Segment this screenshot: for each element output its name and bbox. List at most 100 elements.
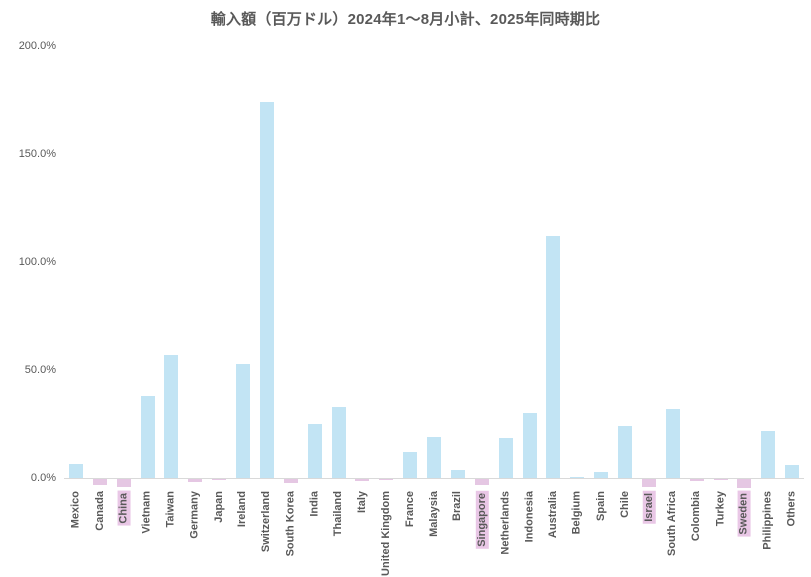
x-label-cell-france: France: [398, 483, 422, 577]
bar-malaysia: [427, 437, 442, 478]
bar-colombia: [689, 478, 704, 482]
x-axis-label-vietnam: Vietnam: [141, 491, 154, 534]
x-label-cell-mexico: Mexico: [64, 483, 88, 577]
x-axis-label-china: China: [117, 491, 131, 526]
bar-column-chile: [613, 46, 637, 478]
x-label-cell-italy: Italy: [351, 483, 375, 577]
x-axis-label-philippines: Philippines: [761, 491, 774, 550]
bar-philippines: [761, 430, 776, 478]
bar-column-switzerland: [255, 46, 279, 478]
bar-ireland: [236, 363, 251, 478]
x-label-cell-malaysia: Malaysia: [422, 483, 446, 577]
x-label-cell-israel: Israel: [637, 483, 661, 577]
x-label-cell-spain: Spain: [589, 483, 613, 577]
x-label-cell-philippines: Philippines: [756, 483, 780, 577]
x-label-cell-taiwan: Taiwan: [160, 483, 184, 577]
x-label-cell-thailand: Thailand: [327, 483, 351, 577]
x-label-cell-colombia: Colombia: [685, 483, 709, 577]
x-axis-labels: Mexico Canada China Vietnam Taiwan Germany Jap…: [64, 483, 804, 577]
bar-india: [307, 424, 322, 478]
bar-switzerland: [259, 102, 274, 478]
x-axis-label-switzerland: Switzerland: [260, 491, 273, 553]
bar-column-italy: [351, 46, 375, 482]
bar-spain: [594, 472, 609, 478]
bar-column-singapore: [470, 46, 494, 485]
x-axis-label-indonesia: Indonesia: [523, 491, 536, 543]
y-tick-label: 100.0%: [18, 256, 56, 268]
x-label-cell-vietnam: Vietnam: [136, 483, 160, 577]
x-axis-label-germany: Germany: [188, 491, 201, 539]
x-label-cell-belgium: Belgium: [565, 483, 589, 577]
x-label-cell-singapore: Singapore: [470, 483, 494, 577]
bar-column-france: [398, 46, 422, 478]
bar-column-australia: [542, 46, 566, 478]
x-label-cell-germany: Germany: [183, 483, 207, 577]
x-label-cell-turkey: Turkey: [709, 483, 733, 577]
bar-south-africa: [665, 408, 680, 478]
bar-canada: [92, 478, 107, 485]
bar-taiwan: [164, 354, 179, 478]
bar-column-japan: [207, 46, 231, 480]
x-label-cell-south-africa: South Africa: [661, 483, 685, 577]
bar-column-united-kingdom: [374, 46, 398, 480]
bar-vietnam: [140, 395, 155, 478]
bar-column-philippines: [756, 46, 780, 478]
x-label-cell-south-korea: South Korea: [279, 483, 303, 577]
x-label-cell-switzerland: Switzerland: [255, 483, 279, 577]
bar-column-canada: [88, 46, 112, 485]
bar-brazil: [450, 470, 465, 478]
bar-column-malaysia: [422, 46, 446, 478]
bar-column-china: [112, 46, 136, 487]
x-axis-label-south-korea: South Korea: [284, 491, 297, 557]
x-label-cell-netherlands: Netherlands: [494, 483, 518, 577]
x-label-cell-ireland: Ireland: [231, 483, 255, 577]
x-label-cell-india: India: [303, 483, 327, 577]
bar-netherlands: [498, 438, 513, 478]
bar-column-india: [303, 46, 327, 478]
x-label-cell-japan: Japan: [207, 483, 231, 577]
x-axis-label-japan: Japan: [212, 491, 225, 523]
x-axis-label-spain: Spain: [594, 491, 607, 521]
x-axis-label-australia: Australia: [546, 491, 559, 539]
bar-column-indonesia: [518, 46, 542, 478]
x-axis-label-india: India: [308, 491, 321, 517]
x-label-cell-indonesia: Indonesia: [518, 483, 542, 577]
bar-column-vietnam: [136, 46, 160, 478]
x-axis-label-thailand: Thailand: [332, 491, 345, 537]
bar-column-south-korea: [279, 46, 303, 484]
bar-column-colombia: [685, 46, 709, 482]
x-label-cell-china: China: [112, 483, 136, 577]
bar-column-thailand: [327, 46, 351, 478]
x-label-cell-sweden: Sweden: [733, 483, 757, 577]
bar-column-taiwan: [160, 46, 184, 478]
y-tick-label: 150.0%: [18, 148, 56, 160]
bar-others: [785, 465, 800, 478]
chart-title: 輸入額（百万ドル）2024年1〜8月小計、2025年同時期比: [210, 11, 601, 28]
x-axis-label-italy: Italy: [355, 491, 368, 514]
y-tick-label: 200.0%: [18, 40, 56, 52]
x-label-cell-brazil: Brazil: [446, 483, 470, 577]
x-axis-label-turkey: Turkey: [714, 491, 727, 527]
bar-indonesia: [522, 413, 537, 478]
bar-column-netherlands: [494, 46, 518, 478]
x-axis-label-others: Others: [785, 491, 798, 527]
x-label-cell-chile: Chile: [613, 483, 637, 577]
x-axis-line: [64, 478, 804, 479]
x-axis-label-belgium: Belgium: [570, 491, 583, 535]
x-axis-label-singapore: Singapore: [475, 491, 489, 549]
x-axis-label-france: France: [403, 491, 416, 528]
plot-area: [64, 46, 804, 488]
x-axis-label-south-africa: South Africa: [666, 491, 679, 556]
x-label-cell-united-kingdom: United Kingdom: [374, 483, 398, 577]
x-label-cell-australia: Australia: [542, 483, 566, 577]
bar-thailand: [331, 406, 346, 478]
bar-italy: [355, 478, 370, 482]
bar-column-spain: [589, 46, 613, 478]
x-axis-label-united-kingdom: United Kingdom: [379, 491, 392, 576]
x-label-cell-others: Others: [780, 483, 804, 577]
bar-column-ireland: [231, 46, 255, 478]
bar-column-south-africa: [661, 46, 685, 478]
x-axis-label-israel: Israel: [642, 491, 656, 524]
bar-column-others: [780, 46, 804, 478]
bar-column-israel: [637, 46, 661, 487]
